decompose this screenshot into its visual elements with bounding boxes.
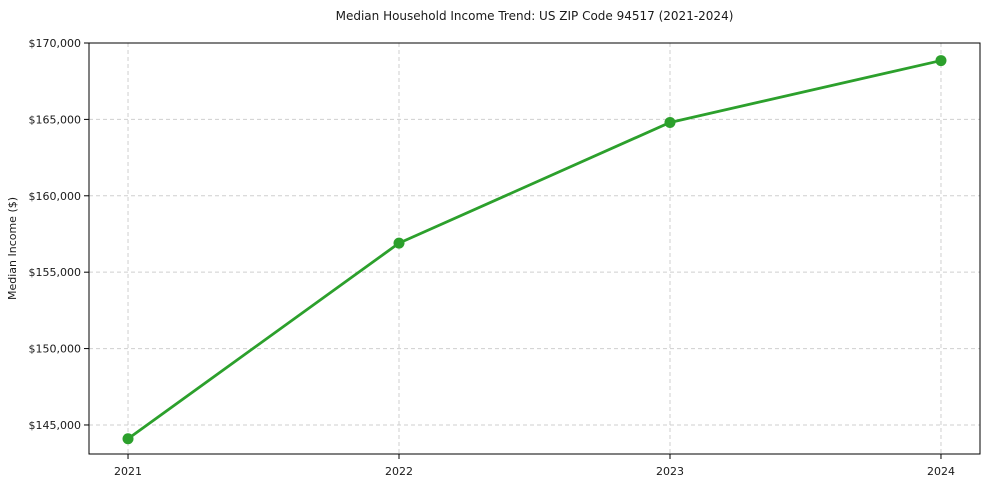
y-tick-label-165000: $165,000: [29, 113, 82, 126]
data-point-2022: [393, 237, 405, 249]
data-point-2021: [122, 433, 134, 445]
y-tick-label-170000: $170,000: [29, 37, 82, 50]
plot-frame: [88, 42, 981, 455]
y-tick-label-145000: $145,000: [29, 419, 82, 432]
x-tick-label-2021: 2021: [114, 465, 142, 478]
data-point-2023: [664, 116, 676, 128]
series-line-median-household-income: [126, 59, 943, 441]
plot-area: $145,000 $150,000 $155,000 $160,000 $165,000…: [29, 37, 981, 478]
y-tick-label-150000: $150,000: [29, 343, 82, 356]
y-tick-label-155000: $155,000: [29, 266, 82, 279]
data-point-2024: [935, 55, 947, 67]
chart-title: Median Household Income Trend: US ZIP Co…: [336, 9, 734, 23]
y-tick-label-160000: $160,000: [29, 190, 82, 203]
x-tick-label-2024: 2024: [927, 465, 955, 478]
x-tick-label-2022: 2022: [385, 465, 413, 478]
x-tick-label-2023: 2023: [656, 465, 684, 478]
y-axis-label: Median Income ($): [6, 197, 19, 300]
